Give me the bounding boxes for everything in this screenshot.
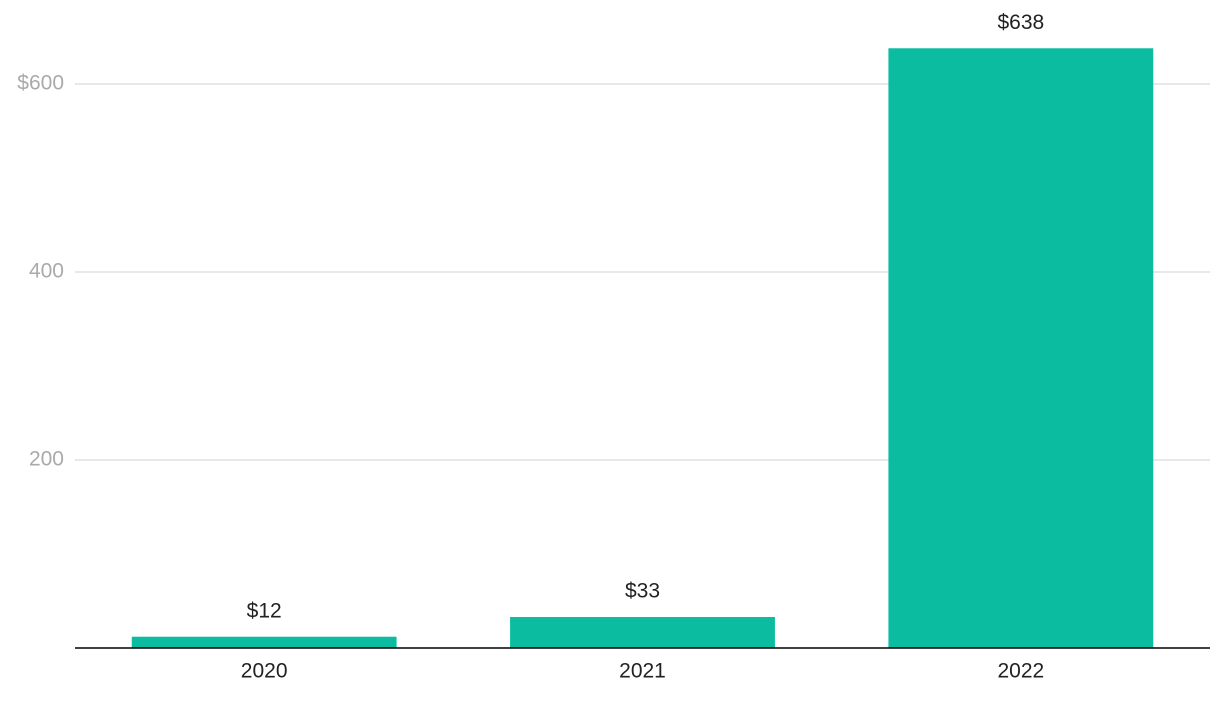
y-tick-label: $600	[17, 72, 64, 95]
bar	[888, 48, 1154, 648]
y-tick-label: 200	[29, 448, 64, 471]
value-label: $638	[997, 11, 1044, 34]
bar	[131, 636, 397, 648]
x-tick-label: 2020	[241, 660, 288, 683]
value-label: $33	[625, 580, 660, 603]
y-tick-label: 400	[29, 260, 64, 283]
x-tick-label: 2021	[619, 660, 666, 683]
x-tick-label: 2022	[997, 660, 1044, 683]
bar	[510, 616, 775, 648]
value-label: $12	[247, 599, 282, 622]
